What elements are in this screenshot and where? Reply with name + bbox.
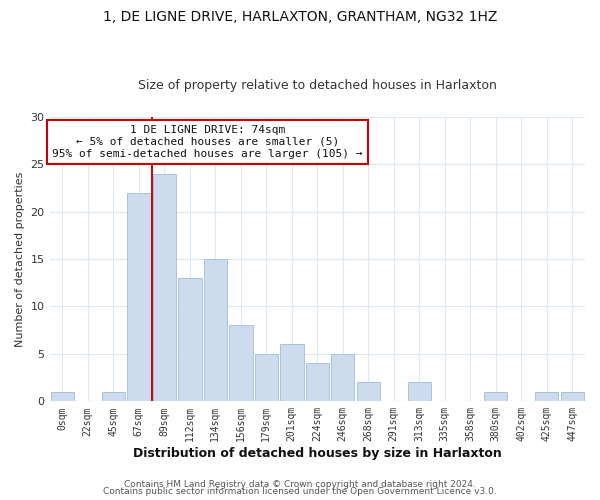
Bar bbox=[331, 354, 355, 402]
Bar bbox=[356, 382, 380, 402]
Bar bbox=[280, 344, 304, 402]
Text: 1 DE LIGNE DRIVE: 74sqm
← 5% of detached houses are smaller (5)
95% of semi-deta: 1 DE LIGNE DRIVE: 74sqm ← 5% of detached… bbox=[52, 126, 363, 158]
Bar bbox=[178, 278, 202, 402]
Bar bbox=[127, 192, 151, 402]
Bar bbox=[101, 392, 125, 402]
Bar bbox=[305, 364, 329, 402]
Text: Contains HM Land Registry data © Crown copyright and database right 2024.: Contains HM Land Registry data © Crown c… bbox=[124, 480, 476, 489]
Bar bbox=[152, 174, 176, 402]
Text: 1, DE LIGNE DRIVE, HARLAXTON, GRANTHAM, NG32 1HZ: 1, DE LIGNE DRIVE, HARLAXTON, GRANTHAM, … bbox=[103, 10, 497, 24]
Bar bbox=[535, 392, 559, 402]
Y-axis label: Number of detached properties: Number of detached properties bbox=[15, 172, 25, 346]
Bar bbox=[203, 259, 227, 402]
Bar bbox=[254, 354, 278, 402]
Bar bbox=[407, 382, 431, 402]
X-axis label: Distribution of detached houses by size in Harlaxton: Distribution of detached houses by size … bbox=[133, 447, 502, 460]
Title: Size of property relative to detached houses in Harlaxton: Size of property relative to detached ho… bbox=[138, 79, 497, 92]
Text: Contains public sector information licensed under the Open Government Licence v3: Contains public sector information licen… bbox=[103, 488, 497, 496]
Bar bbox=[50, 392, 74, 402]
Bar bbox=[229, 326, 253, 402]
Bar bbox=[484, 392, 508, 402]
Bar bbox=[560, 392, 584, 402]
